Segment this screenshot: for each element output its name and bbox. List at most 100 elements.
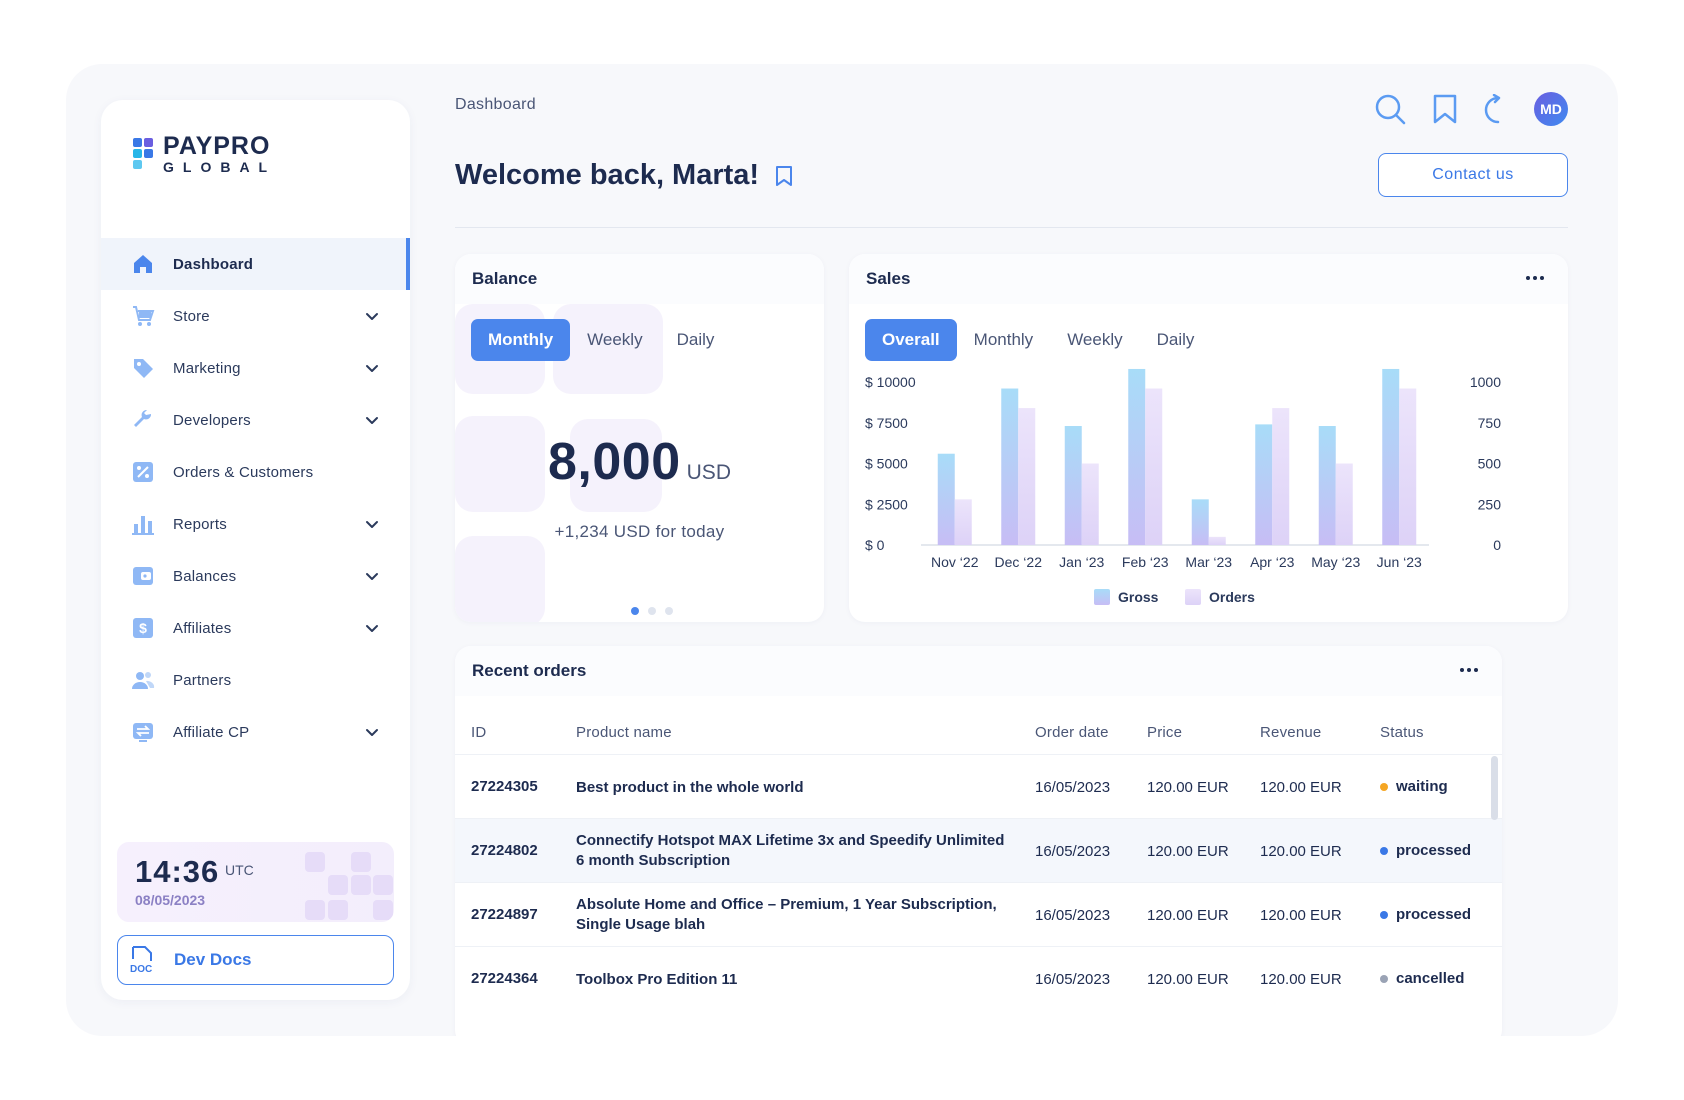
sidebar-item-reports[interactable]: Reports xyxy=(101,498,410,550)
sidebar-item-marketing[interactable]: Marketing xyxy=(101,342,410,394)
contact-us-button[interactable]: Contact us xyxy=(1378,153,1568,197)
order-id[interactable]: 27224802 xyxy=(471,842,538,859)
pager-dot[interactable] xyxy=(631,607,639,615)
chevron-down-icon[interactable] xyxy=(364,620,380,636)
bookmark-icon[interactable] xyxy=(775,165,793,187)
sales-chart: $ 0 0 $ 2500 250 $ 5000 500 $ 7500 750 $ 10000 10… xyxy=(865,368,1502,605)
bar-gross xyxy=(1318,426,1336,545)
order-id[interactable]: 27224364 xyxy=(471,970,538,987)
bar-orders xyxy=(1145,388,1163,545)
legend-entry: Orders xyxy=(1209,589,1255,605)
dollar-icon: $ xyxy=(131,616,155,640)
search-icon[interactable] xyxy=(1374,93,1406,125)
pager-dot[interactable] xyxy=(665,607,673,615)
status-dot xyxy=(1380,846,1388,855)
sidebar-item-affiliate-cp[interactable]: Affiliate CP xyxy=(101,706,410,758)
recent-orders-card: Recent orders ID Product name Order date… xyxy=(455,646,1502,1036)
balance-value: 8,000 xyxy=(548,433,681,491)
sidebar-item-label: Store xyxy=(173,307,210,325)
sidebar-item-partners[interactable]: Partners xyxy=(101,654,410,706)
bar-gross xyxy=(937,453,955,545)
app-frame: PAYPRO GLOBAL Dashboard Store Marketing Dev… xyxy=(66,64,1618,1036)
sidebar-item-developers[interactable]: Developers xyxy=(101,394,410,446)
sidebar-item-label: Balances xyxy=(173,567,237,585)
status-label: waiting xyxy=(1396,778,1448,795)
order-id[interactable]: 27224305 xyxy=(471,778,538,795)
x-axis-tick: Nov ‘22 xyxy=(931,554,979,570)
bar-orders xyxy=(1272,408,1290,545)
chevron-down-icon[interactable] xyxy=(364,724,380,740)
transfer-icon xyxy=(131,720,155,744)
sales-tab-weekly[interactable]: Weekly xyxy=(1067,330,1123,349)
status-dot xyxy=(1380,910,1388,919)
bookmark-icon[interactable] xyxy=(1432,94,1458,124)
balance-tab-weekly[interactable]: Weekly xyxy=(587,330,643,349)
more-icon[interactable] xyxy=(1460,668,1478,672)
column-header-status[interactable]: Status xyxy=(1380,724,1424,741)
order-price: 120.00 EUR xyxy=(1147,907,1229,924)
avatar[interactable]: MD xyxy=(1534,92,1568,126)
breadcrumb[interactable]: Dashboard xyxy=(455,96,536,113)
sales-tab-overall[interactable]: Overall xyxy=(865,319,957,361)
sidebar-item-balances[interactable]: Balances xyxy=(101,550,410,602)
sales-tab-monthly[interactable]: Monthly xyxy=(973,330,1034,349)
order-id[interactable]: 27224897 xyxy=(471,906,538,923)
more-icon[interactable] xyxy=(1526,276,1544,280)
logo-icon xyxy=(133,138,155,170)
order-revenue: 120.00 EUR xyxy=(1260,779,1342,796)
sidebar-item-orders-customers[interactable]: Orders & Customers xyxy=(101,446,410,498)
table-row[interactable]: 27224802 Connectify Hotspot MAX Lifetime … xyxy=(455,818,1502,882)
order-revenue: 120.00 EUR xyxy=(1260,907,1342,924)
dev-docs-button[interactable]: DOC Dev Docs xyxy=(117,935,394,985)
pager-dot[interactable] xyxy=(648,607,656,615)
dev-docs-label: Dev Docs xyxy=(174,950,252,969)
column-header-product[interactable]: Product name xyxy=(576,724,672,741)
sidebar: PAYPRO GLOBAL Dashboard Store Marketing Dev… xyxy=(101,100,410,1000)
column-header-date[interactable]: Order date xyxy=(1035,724,1109,741)
sales-card: Sales Overall Monthly Weekly Daily $ 0 0 $ 25… xyxy=(849,254,1568,622)
sidebar-item-dashboard[interactable]: Dashboard xyxy=(101,238,410,290)
logo-text-top: PAYPRO xyxy=(163,132,271,160)
y-axis-right-tick: 250 xyxy=(1478,496,1502,512)
order-price: 120.00 EUR xyxy=(1147,843,1229,860)
chevron-down-icon[interactable] xyxy=(364,568,380,584)
sidebar-item-store[interactable]: Store xyxy=(101,290,410,342)
percent-icon xyxy=(131,460,155,484)
sales-title: Sales xyxy=(849,254,1568,304)
bar-orders xyxy=(1208,536,1226,545)
wrench-icon xyxy=(131,408,155,432)
bar-gross xyxy=(1382,368,1400,545)
chevron-down-icon[interactable] xyxy=(364,360,380,376)
balance-tab-monthly[interactable]: Monthly xyxy=(471,319,571,361)
bar-orders xyxy=(1399,388,1417,545)
chevron-down-icon[interactable] xyxy=(364,412,380,428)
orders-title: Recent orders xyxy=(455,646,1502,696)
balance-card: Balance Monthly Weekly Daily 8,000 USD +1,2… xyxy=(455,254,824,622)
sidebar-item-affiliates[interactable]: $ Affiliates xyxy=(101,602,410,654)
column-header-price[interactable]: Price xyxy=(1147,724,1183,741)
wallet-icon xyxy=(131,564,155,588)
balance-tab-daily[interactable]: Daily xyxy=(676,330,715,349)
refresh-icon[interactable] xyxy=(1484,94,1508,124)
sales-tab-daily[interactable]: Daily xyxy=(1156,330,1195,349)
bar-orders xyxy=(1018,408,1036,545)
column-header-id[interactable]: ID xyxy=(471,724,487,741)
table-row[interactable]: 27224305 Best product in the whole world 1… xyxy=(455,754,1502,818)
svg-text:DOC: DOC xyxy=(130,964,152,974)
chevron-down-icon[interactable] xyxy=(364,308,380,324)
table-row[interactable]: 27224364 Toolbox Pro Edition 11 16/05/2023… xyxy=(455,946,1502,1010)
order-revenue: 120.00 EUR xyxy=(1260,843,1342,860)
logo[interactable]: PAYPRO GLOBAL xyxy=(133,134,276,174)
x-axis-tick: Apr ‘23 xyxy=(1250,554,1295,570)
y-axis-left-tick: $ 2500 xyxy=(865,496,908,512)
balance-tabs: Monthly Weekly Daily xyxy=(471,319,731,361)
balance-amount: 8,000 USD xyxy=(455,432,824,492)
legend-swatch xyxy=(1185,589,1201,605)
status-badge: waiting xyxy=(1380,778,1448,795)
table-row[interactable]: 27224897 Absolute Home and Office – Premi… xyxy=(455,882,1502,946)
table-scrollbar[interactable] xyxy=(1491,756,1498,820)
chevron-down-icon[interactable] xyxy=(364,516,380,532)
logo-text-bottom: GLOBAL xyxy=(163,159,277,175)
bar-orders xyxy=(1335,463,1353,545)
column-header-revenue[interactable]: Revenue xyxy=(1260,724,1322,741)
